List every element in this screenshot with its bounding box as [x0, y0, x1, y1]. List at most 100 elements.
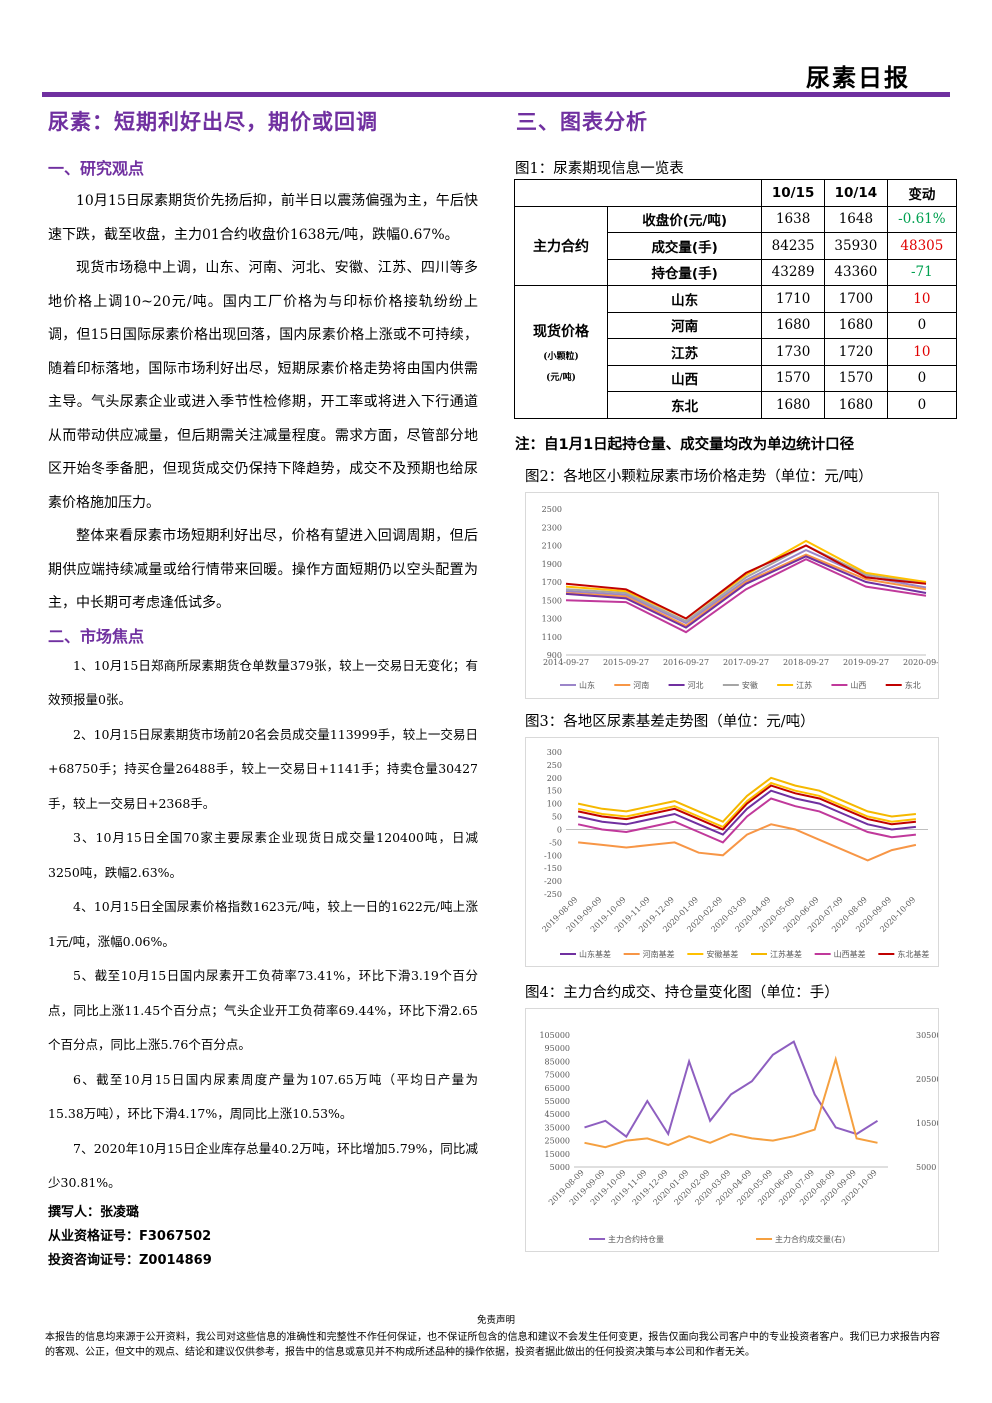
x-tick-label: 2019-09-27	[843, 658, 889, 667]
group-sublabel: (元/吨)	[546, 372, 576, 383]
table-cell: 10	[886, 338, 958, 366]
y-tick-label: 900	[547, 651, 562, 660]
left-column: 一、研究观点 10月15日尿素期货价先扬后抑，前半日以震荡偏强为主，午后快速下跌…	[48, 155, 478, 1273]
chart: -250-200-150-100-50050100150200250300201…	[525, 737, 939, 967]
series-line	[584, 1040, 879, 1139]
right-heading: 三、图表分析	[516, 109, 648, 134]
y-tick-label: -150	[544, 864, 562, 873]
series-line	[565, 555, 927, 629]
legend-label: 安徽	[742, 680, 758, 690]
y-tick-label: -50	[549, 838, 562, 847]
y-tick-label: 85000	[545, 1057, 570, 1066]
y-tick-label: 150	[547, 787, 562, 796]
author-block: 撰写人：张凌璐 从业资格证号：F3067502 投资咨询证号：Z0014869	[48, 1201, 478, 1273]
group-cell: 现货价格 (小颗粒) (元/吨)	[514, 285, 608, 419]
section-body: 1、10月15日郑商所尿素期货仓单数量379张，较上一交易日无变化；有效预报量0…	[48, 649, 478, 1201]
table-cell: 成交量(手)	[606, 232, 763, 260]
author-line: 投资咨询证号：Z0014869	[48, 1252, 212, 1268]
table-cell: 持仓量(手)	[606, 258, 763, 286]
legend-label: 主力合约成交量(右)	[775, 1234, 845, 1244]
legend-label: 江苏	[796, 680, 812, 690]
table-cell: 1680	[761, 311, 825, 339]
y-tick-label: -200	[544, 877, 562, 886]
x-tick-label: 2020-09-27	[903, 658, 939, 667]
table-cell: 山西	[606, 364, 763, 392]
y-tick-label: 35000	[545, 1123, 570, 1132]
table-row: 东北 1680 1680 0	[515, 391, 958, 419]
group-sublabel: (小颗粒)	[543, 351, 579, 362]
table-note: 注：自1月1日起持仓量、成交量均改为单边统计口径	[515, 437, 855, 453]
table-cell: 1680	[761, 391, 825, 419]
y-tick-label: 45000	[545, 1110, 570, 1119]
header-cell: 10/14	[824, 179, 888, 207]
table-cell: 0	[886, 311, 958, 339]
paragraph: 10月15日尿素期货价先扬后抑，前半日以震荡偏强为主，午后快速下跌，截至收盘，主…	[48, 193, 478, 243]
paragraph: 5、截至10月15日国内尿素开工负荷率73.41%，环比下滑3.19个百分点，同…	[48, 968, 478, 1052]
legend-label: 东北基差	[897, 949, 929, 959]
group-label: 现货价格	[533, 323, 589, 340]
paragraph: 2、10月15日尿素期货市场前20名会员成交量113999手，较上一交易日+68…	[48, 726, 478, 811]
author-line: 从业资格证号：F3067502	[48, 1228, 212, 1244]
table-cell: 43360	[824, 258, 888, 286]
legend-label: 河南基差	[643, 949, 675, 959]
series-line	[577, 784, 917, 831]
y-tick-label: 2300	[542, 523, 562, 532]
table-cell: 1730	[761, 338, 825, 366]
header-cell: 变动	[886, 179, 958, 207]
doc-title: 尿素日报	[806, 63, 910, 92]
y-tick-label: 65000	[545, 1084, 570, 1093]
section-heading: 一、研究观点	[48, 159, 145, 178]
legend-label: 河南	[633, 680, 649, 690]
chart-title: 图2：各地区小颗粒尿素市场价格走势（单位：元/吨）	[525, 469, 873, 485]
paragraph: 4、10月15日全国尿素价格指数1623元/吨，较上一日的1622元/吨上涨1元…	[48, 899, 478, 949]
y-tick-label: 1900	[542, 560, 562, 569]
table-cell: 0	[886, 364, 958, 392]
series-line	[565, 558, 927, 634]
paragraph: 整体来看尿素市场短期利好出尽，价格有望进入回调周期，但后期供应端持续减量或给行情…	[48, 528, 478, 611]
series-line	[565, 544, 927, 623]
series-line	[565, 553, 927, 627]
legend-label: 江苏基差	[770, 949, 802, 959]
x-tick-label: 2017-09-27	[723, 658, 769, 667]
table-cell: -71	[886, 258, 958, 286]
x-tick-label: 2018-09-27	[783, 658, 829, 667]
table-cell: 1700	[824, 285, 888, 313]
series-line	[577, 776, 917, 823]
y2-tick-label: 5000	[916, 1163, 936, 1172]
table-cell: 10	[886, 285, 958, 313]
table-cell	[513, 179, 763, 207]
footer-text: 本报告的信息均来源于公开资料，我公司对这些信息的准确性和完整性不作任何保证，也不…	[45, 1332, 940, 1358]
table-cell: 0	[886, 391, 958, 419]
table-cell: 1648	[824, 205, 888, 233]
paragraph: 7、2020年10月15日企业库存总量40.2万吨，环比增加5.79%，同比减少…	[48, 1140, 478, 1191]
table-cell: 1680	[824, 391, 888, 419]
legend-label: 安徽基差	[706, 949, 738, 959]
y-tick-label: 5000	[550, 1163, 570, 1172]
x-tick-label: 2016-09-27	[663, 658, 709, 667]
header-rule	[42, 92, 950, 97]
table-cell: 收盘价(元/吨)	[606, 205, 763, 233]
footer-title: 免责声明	[476, 1315, 515, 1326]
legend-label: 山西基差	[834, 949, 866, 959]
table-cell: 河南	[606, 311, 763, 339]
series-line	[565, 539, 927, 620]
legend-label: 东北	[905, 680, 921, 690]
table-cell: 1570	[761, 364, 825, 392]
paragraph: 现货市场稳中上调，山东、河南、河北、安徽、江苏、四川等多地价格上调10~20元/…	[48, 260, 478, 511]
y-tick-label: 2500	[542, 505, 562, 514]
series-line	[577, 823, 917, 862]
chart: 900 1100 1300 1500 1700 1900 2100 2300 2500 2014-…	[525, 492, 939, 699]
y-tick-label: 200	[547, 774, 562, 783]
y-tick-label: 50	[552, 813, 562, 822]
paragraph: 3、10月15日全国70家主要尿素企业现货日成交量120400吨，日减3250吨…	[48, 830, 478, 880]
table-cell: 1710	[761, 285, 825, 313]
chart-title: 图3：各地区尿素基差走势图（单位：元/吨）	[525, 714, 815, 730]
legend-label: 河北	[688, 680, 704, 690]
table-cell: 43289	[761, 258, 825, 286]
y-tick-label: 1300	[542, 615, 562, 624]
group-label: 主力合约	[533, 238, 589, 255]
y-tick-label: 95000	[545, 1044, 570, 1053]
y-tick-label: -100	[544, 851, 562, 860]
y-tick-label: 105000	[539, 1031, 570, 1040]
